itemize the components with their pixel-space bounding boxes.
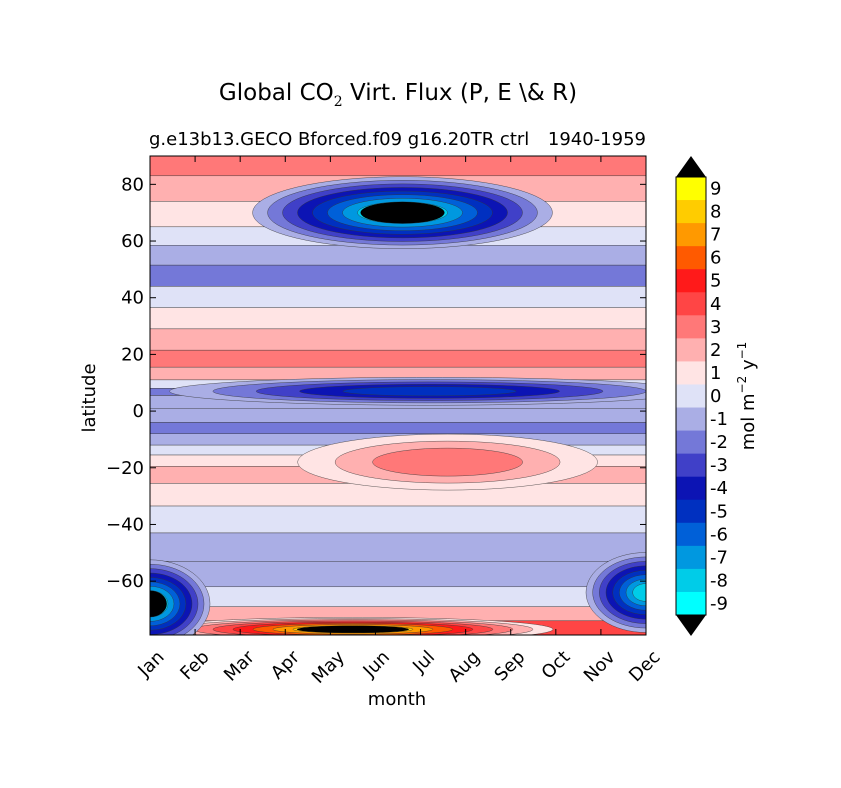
y-tick-label: −60 [106, 571, 144, 592]
title-subscript: 2 [334, 94, 343, 110]
x-tick-label: Jun [359, 647, 394, 682]
colorbar-swatch [676, 591, 706, 616]
heatmap-band [150, 505, 646, 534]
y-axis-label: latitude [79, 363, 100, 432]
heatmap-band [150, 561, 646, 588]
y-tick-label: 20 [121, 344, 144, 365]
colorbar-label-exp1: −2 [735, 376, 749, 394]
colorbar-extend-bottom [676, 615, 706, 636]
x-tick-label: Feb [176, 647, 213, 684]
colorbar-swatch [676, 430, 706, 455]
heatmap-band [150, 264, 646, 287]
colorbar-tick-label: -6 [710, 524, 728, 545]
x-tick-label: Mar [220, 646, 259, 685]
colorbar-tick-label: 7 [710, 225, 721, 246]
heatmap-band [150, 328, 646, 351]
heatmap-band [150, 408, 646, 423]
colorbar-tick-label: -7 [710, 547, 728, 568]
colorbar-swatch [676, 269, 706, 293]
y-tick-label: 0 [133, 401, 144, 422]
chart-title: Global CO2 Virt. Flux (P, E \& R) [219, 80, 577, 110]
x-tick-label: Sep [490, 647, 529, 686]
colorbar-swatch [676, 499, 706, 524]
colorbar-tick-label: 4 [710, 294, 721, 315]
x-tick-label: Jan [133, 647, 168, 682]
heatmap-band [150, 586, 646, 607]
colorbar-swatch [676, 177, 706, 201]
colorbar-tick-label: -9 [710, 593, 728, 614]
colorbar-label-mid: y [738, 359, 759, 376]
heatmap-band [150, 422, 646, 434]
heatmap-contour-south-subtropical-high [372, 447, 523, 477]
chart-subtitle-right: 1940-1959 [548, 129, 646, 150]
colorbar-tick-label: 5 [710, 271, 721, 292]
y-tick-label: −40 [106, 514, 144, 535]
y-tick-label: 40 [121, 288, 144, 309]
colorbar-swatch [676, 200, 706, 224]
colorbar-tick-label: 6 [710, 248, 721, 269]
colorbar-label-exp2: −1 [735, 342, 749, 360]
heatmap-band [150, 307, 646, 330]
colorbar-tick-label: 1 [710, 363, 721, 384]
colorbar-swatch [676, 407, 706, 432]
colorbar-swatch [676, 384, 706, 409]
heatmap-band [150, 286, 646, 308]
colorbar-tick-label: -5 [710, 501, 728, 522]
x-tick-label: Nov [580, 646, 620, 686]
colorbar-swatch [676, 545, 706, 570]
x-tick-label: May [308, 646, 349, 687]
heatmap-band [150, 532, 646, 562]
plot-frame [149, 155, 647, 636]
x-tick-label: Oct [538, 647, 575, 684]
colorbar-swatch [676, 568, 706, 593]
x-tick-label: Jul [408, 647, 439, 678]
heatmap-contour-tropical-rain-band [342, 386, 517, 397]
colorbar-extend-top [676, 156, 706, 177]
heatmap-contour-southern-ocean-low-dec [632, 583, 646, 602]
colorbar-label-base: mol m [738, 393, 759, 450]
colorbar-tick-label: 2 [710, 340, 721, 361]
colorbar-swatch [676, 338, 706, 362]
title-prefix: Global CO [219, 80, 334, 106]
title-suffix: Virt. Flux (P, E \& R) [343, 80, 577, 106]
colorbar-label: mol m−2 y−1 [735, 342, 759, 451]
y-tick-label: 60 [121, 231, 144, 252]
colorbar-swatch [676, 361, 706, 385]
x-tick-label: Apr [267, 646, 304, 683]
heatmap-band [150, 156, 646, 177]
colorbar-tick-label: 3 [710, 317, 721, 338]
y-tick-label: 80 [121, 174, 144, 195]
colorbar-swatch [676, 246, 706, 270]
colorbar-tick-label: -2 [710, 432, 728, 453]
colorbar-swatch [676, 315, 706, 339]
heatmap-plot [150, 156, 646, 635]
colorbar-frame [675, 176, 707, 616]
y-tick-label: −20 [106, 458, 144, 479]
colorbar-tick-label: 8 [710, 202, 721, 223]
colorbar-tick-label: 9 [710, 179, 721, 200]
heatmap-extreme-antarctic-coast-high [296, 625, 409, 633]
heatmap-band [150, 349, 646, 368]
x-axis-label: month [368, 689, 426, 710]
x-tick-label: Aug [445, 647, 485, 687]
colorbar-swatch [676, 292, 706, 316]
colorbar-swatch [676, 453, 706, 478]
colorbar-tick-label: -3 [710, 455, 728, 476]
x-tick-label: Dec [625, 647, 664, 686]
chart-subtitle-left: g.e13b13.GECO Bforced.f09 g16.20TR ctrl [149, 129, 529, 150]
heatmap-extreme-arctic-summer-low [360, 201, 445, 224]
colorbar-swatch [676, 476, 706, 501]
colorbar-tick-label: 0 [710, 386, 721, 407]
heatmap-extreme-southern-ocean-low-jan [150, 590, 167, 618]
colorbar-tick-label: -4 [710, 478, 728, 499]
colorbar-tick-label: -8 [710, 570, 728, 591]
colorbar-swatch [676, 223, 706, 247]
colorbar-swatch [676, 522, 706, 547]
y-axis-ticks: 80 60 40 20 0 −20 −40 −60 [106, 174, 646, 592]
colorbar-tick-label: -1 [710, 409, 728, 430]
